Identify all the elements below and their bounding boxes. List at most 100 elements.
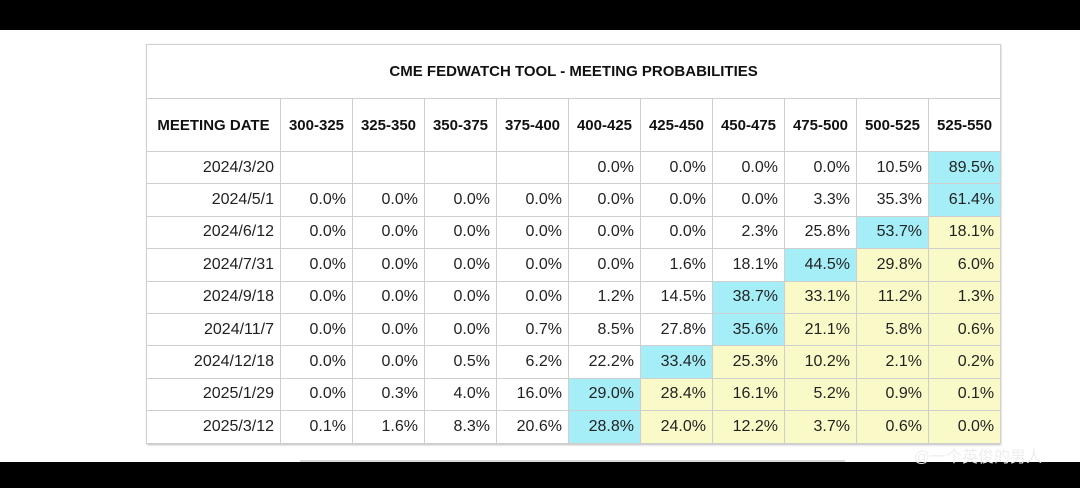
header-row: MEETING DATE 300-325 325-350 350-375 375-400… (146, 98, 1002, 152)
probability-cell: 8.3% (424, 410, 497, 444)
probability-cell: 2.3% (712, 215, 785, 250)
probability-cell: 0.5% (424, 345, 497, 379)
probability-cell (496, 150, 569, 185)
data-row: 2025/1/29 0.0% 0.3% 4.0% 16.0% 29.0% 28.4% 16.1… (146, 377, 1002, 412)
probability-cell: 0.0% (352, 215, 425, 250)
table-frame: CME FEDWATCH TOOL - MEETING PROBABILITIE… (145, 44, 1002, 444)
probability-cell: 0.0% (496, 183, 569, 217)
meeting-date: 2025/3/12 (146, 410, 281, 444)
probability-cell: 0.9% (856, 377, 929, 412)
probability-cell: 21.1% (784, 312, 857, 347)
probability-cell: 44.5% (784, 248, 857, 282)
probability-cell: 6.0% (927, 248, 1002, 282)
column-header: 300-325 (280, 98, 353, 152)
probability-cell: 10.5% (856, 150, 929, 185)
probability-cell: 16.0% (496, 377, 569, 412)
data-row: 2025/3/12 0.1% 1.6% 8.3% 20.6% 28.8% 24.0% 12.2… (146, 410, 1002, 444)
probability-cell: 11.2% (856, 280, 929, 314)
data-row: 2024/9/18 0.0% 0.0% 0.0% 0.0% 1.2% 14.5% 38.7% 3… (146, 280, 1002, 314)
probability-cell (424, 150, 497, 185)
probability-cell: 0.0% (640, 215, 713, 250)
column-header: 500-525 (856, 98, 929, 152)
probability-cell: 2.1% (856, 345, 929, 379)
probability-cell: 0.0% (424, 248, 497, 282)
probability-cell: 22.2% (568, 345, 641, 379)
probability-cell: 0.0% (712, 150, 785, 185)
probability-cell: 0.0% (352, 312, 425, 347)
probability-cell: 0.0% (280, 280, 353, 314)
meeting-date: 2024/11/7 (146, 312, 281, 347)
column-header: 450-475 (712, 98, 785, 152)
probability-cell: 25.8% (784, 215, 857, 250)
probability-cell: 3.3% (784, 183, 857, 217)
probability-cell: 0.6% (856, 410, 929, 444)
probability-cell: 5.8% (856, 312, 929, 347)
watermark: @一个英俊的男人 (913, 449, 1042, 466)
probability-cell: 0.2% (927, 345, 1002, 379)
probability-cell: 0.0% (424, 215, 497, 250)
probability-cell: 1.6% (352, 410, 425, 444)
top-bar (0, 0, 1080, 30)
probability-cell: 10.2% (784, 345, 857, 379)
probability-cell: 38.7% (712, 280, 785, 314)
probability-cell: 0.0% (352, 183, 425, 217)
table-title: CME FEDWATCH TOOL - MEETING PROBABILITIE… (145, 44, 1002, 99)
data-row: 2024/7/31 0.0% 0.0% 0.0% 0.0% 0.0% 1.6% 18.1% 44… (146, 248, 1002, 282)
probability-cell: 0.0% (496, 248, 569, 282)
column-header: 350-375 (424, 98, 497, 152)
column-header: 375-400 (496, 98, 569, 152)
probability-cell: 0.6% (927, 312, 1002, 347)
meeting-date: 2024/7/31 (146, 248, 281, 282)
probability-cell: 0.1% (280, 410, 353, 444)
probability-cell: 0.1% (927, 377, 1002, 412)
probability-cell: 0.0% (280, 183, 353, 217)
probability-cell: 0.0% (568, 248, 641, 282)
probability-cell: 6.2% (496, 345, 569, 379)
probability-cell: 1.2% (568, 280, 641, 314)
data-row: 2024/12/18 0.0% 0.0% 0.5% 6.2% 22.2% 33.4% 25.3… (146, 345, 1002, 379)
probability-cell: 0.0% (280, 312, 353, 347)
probability-cell: 0.0% (280, 377, 353, 412)
column-header: MEETING DATE (146, 98, 281, 152)
probability-cell: 24.0% (640, 410, 713, 444)
probability-cell: 0.0% (640, 150, 713, 185)
probability-cell: 16.1% (712, 377, 785, 412)
title-row: CME FEDWATCH TOOL - MEETING PROBABILITIE… (145, 44, 1002, 99)
probability-cell: 89.5% (927, 150, 1002, 185)
probability-cell: 29.8% (856, 248, 929, 282)
probability-cell: 29.0% (568, 377, 641, 412)
meeting-date: 2024/6/12 (146, 215, 281, 250)
probability-cell: 0.0% (640, 183, 713, 217)
probability-cell: 0.0% (280, 215, 353, 250)
data-row: 2024/11/7 0.0% 0.0% 0.0% 0.7% 8.5% 27.8% 35.6% 2… (146, 312, 1002, 347)
probability-cell: 18.1% (927, 215, 1002, 250)
meeting-date: 2024/9/18 (146, 280, 281, 314)
probability-cell: 53.7% (856, 215, 929, 250)
meeting-date: 2024/12/18 (146, 345, 281, 379)
probability-cell: 12.2% (712, 410, 785, 444)
probability-cell: 0.0% (424, 312, 497, 347)
probability-cell: 0.0% (424, 280, 497, 314)
probability-cell: 0.0% (568, 150, 641, 185)
probability-cell: 0.0% (568, 183, 641, 217)
probability-cell: 0.0% (568, 215, 641, 250)
divider (300, 460, 845, 462)
data-row: 2024/5/1 0.0% 0.0% 0.0% 0.0% 0.0% 0.0% 0.0% 3.3%… (146, 183, 1002, 217)
probability-cell: 0.3% (352, 377, 425, 412)
probability-cell: 1.3% (927, 280, 1002, 314)
probability-cell: 1.6% (640, 248, 713, 282)
probability-cell: 18.1% (712, 248, 785, 282)
column-header: 325-350 (352, 98, 425, 152)
data-row: 2024/6/12 0.0% 0.0% 0.0% 0.0% 0.0% 0.0% 2.3% 25.… (146, 215, 1002, 250)
probability-table: CME FEDWATCH TOOL - MEETING PROBABILITIE… (145, 44, 1002, 444)
meeting-date: 2025/1/29 (146, 377, 281, 412)
column-header: 400-425 (568, 98, 641, 152)
probability-cell (280, 150, 353, 185)
probability-cell: 61.4% (927, 183, 1002, 217)
probability-cell: 0.0% (424, 183, 497, 217)
probability-cell: 0.0% (280, 345, 353, 379)
probability-cell: 0.0% (352, 345, 425, 379)
probability-cell: 0.0% (496, 280, 569, 314)
probability-cell: 0.0% (352, 280, 425, 314)
